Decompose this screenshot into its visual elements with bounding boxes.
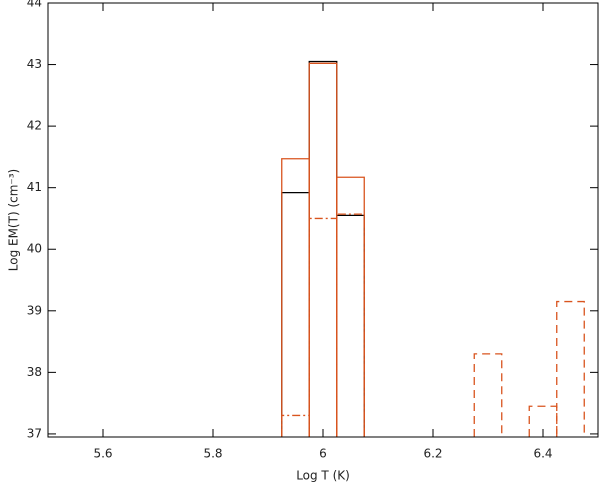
x-tick-label: 6 [319,447,327,461]
x-tick-label: 6.4 [533,447,552,461]
y-tick-label: 43 [27,57,42,71]
x-tick-label: 5.8 [203,447,222,461]
histogram-bar [528,405,558,437]
y-tick-label: 41 [27,180,42,194]
histogram-bar [336,213,365,437]
histogram-bar [473,353,503,437]
histogram-bar [556,300,585,437]
y-tick-label: 44 [27,0,42,10]
histogram-bar [308,217,338,437]
y-tick-label: 37 [27,426,42,440]
x-axis-title: Log T (K) [296,469,350,483]
y-tick-label: 38 [27,365,42,379]
x-tick-label: 5.6 [93,447,112,461]
y-tick-label: 40 [27,242,42,256]
y-tick-label: 39 [27,303,42,317]
x-tick-label: 6.2 [423,447,442,461]
histogram-bar [281,414,310,437]
y-tick-label: 42 [27,119,42,133]
y-axis-title: Log EM(T) (cm⁻³) [7,169,21,272]
